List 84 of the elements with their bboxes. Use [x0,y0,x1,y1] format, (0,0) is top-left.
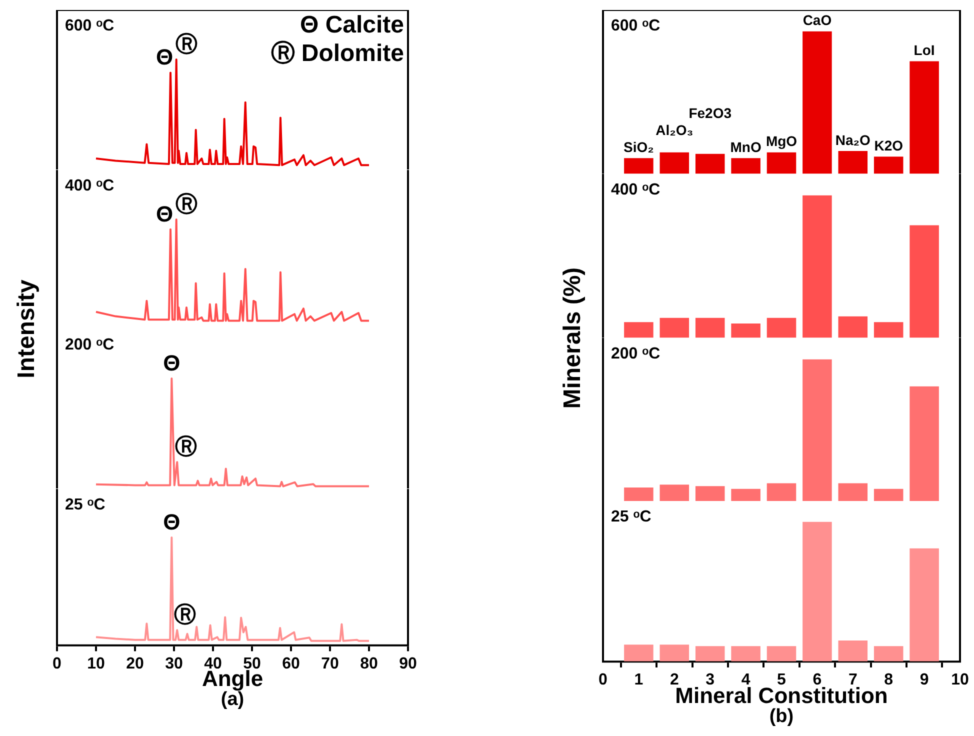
bar [660,644,690,662]
bar [838,640,868,662]
bar [695,318,725,338]
annotation: CaO [802,12,832,28]
x-tick-label: 10 [87,654,105,672]
chart-title: 400 ᵒC [611,180,661,198]
bar [766,152,796,174]
text: Θ Calcite [300,12,404,39]
annotation: Ⓡ [174,602,196,627]
x-tick-label: 0 [52,654,62,672]
annotation: MgO [766,133,798,150]
bar [802,358,832,502]
annotation: Θ [163,508,180,534]
chart-title: 600 ᵒC [65,16,115,34]
y-axis-title: Minerals (%) [559,266,587,408]
annotation: Ⓡ [175,32,198,57]
bar [838,150,868,174]
annotation: Ⓡ [175,191,198,216]
annotation: K2O [874,137,904,154]
x-tick-label: 1 [634,670,644,689]
annotation: Θ [163,350,180,376]
x-tick-label: 70 [321,654,339,672]
bar [802,522,832,662]
bar [660,484,690,502]
y-axis-title: Intensity [13,280,41,378]
bar [910,61,939,174]
bar [874,322,904,338]
chart-title: 25 ᵒC [65,494,106,513]
annotation: Fe2O3 [688,104,732,121]
bar [624,158,654,174]
annotation: Ⓡ Dolomite [270,40,404,67]
x-tick-label: 10 [951,670,969,689]
bar [695,646,725,662]
annotation: Al₂O₃ [656,122,694,138]
bar [910,386,939,502]
x-tick-label: 8 [884,670,894,689]
annotation: Na₂O [835,132,870,148]
x-tick-label: 40 [204,654,222,672]
bar [874,488,904,502]
x-tick-label: 5 [777,670,786,689]
bar [660,318,690,338]
x-tick-label: 3 [706,670,715,689]
x-tick-label: 0 [598,670,608,689]
bar [731,158,760,174]
x-tick-label: 80 [360,654,378,672]
bar [660,152,690,174]
x-tick-label: 9 [920,670,929,689]
annotation: Ⓡ [175,434,198,460]
chart-title: 200 ᵒC [65,335,115,354]
x-tick-label: 6 [812,670,822,689]
x-tick-label: 20 [126,654,144,672]
annotation: LoI [914,42,935,58]
x-tick-label: 90 [399,654,417,672]
bar [874,646,904,662]
bar [838,482,868,502]
bar [731,323,760,338]
text: (b) [768,706,795,727]
x-tick-label: 2 [670,670,679,689]
annotation: Θ [156,44,174,70]
bar [624,644,654,662]
bar [731,646,760,662]
bar [731,488,760,502]
bar [802,195,832,338]
chart-title: 600 ᵒC [611,16,661,35]
bar [874,156,904,174]
annotation: MnO [730,138,762,155]
bar [910,225,939,338]
chart-title: 200 ᵒC [611,344,661,362]
x-tick-label: 30 [165,654,183,672]
bar [766,482,796,502]
bar [624,487,654,502]
bar [766,646,796,662]
chart-title: 400 ᵒC [65,176,115,194]
bar [695,486,725,502]
bar [766,318,796,338]
bar [802,31,832,174]
annotation: SiO₂ [624,138,654,155]
bar [910,548,939,662]
bar [695,154,725,174]
chart-title: 25 ᵒC [611,508,652,526]
bar [838,316,868,338]
x-tick-label: 60 [282,654,300,672]
annotation: Θ [156,200,174,226]
bar [624,322,654,338]
